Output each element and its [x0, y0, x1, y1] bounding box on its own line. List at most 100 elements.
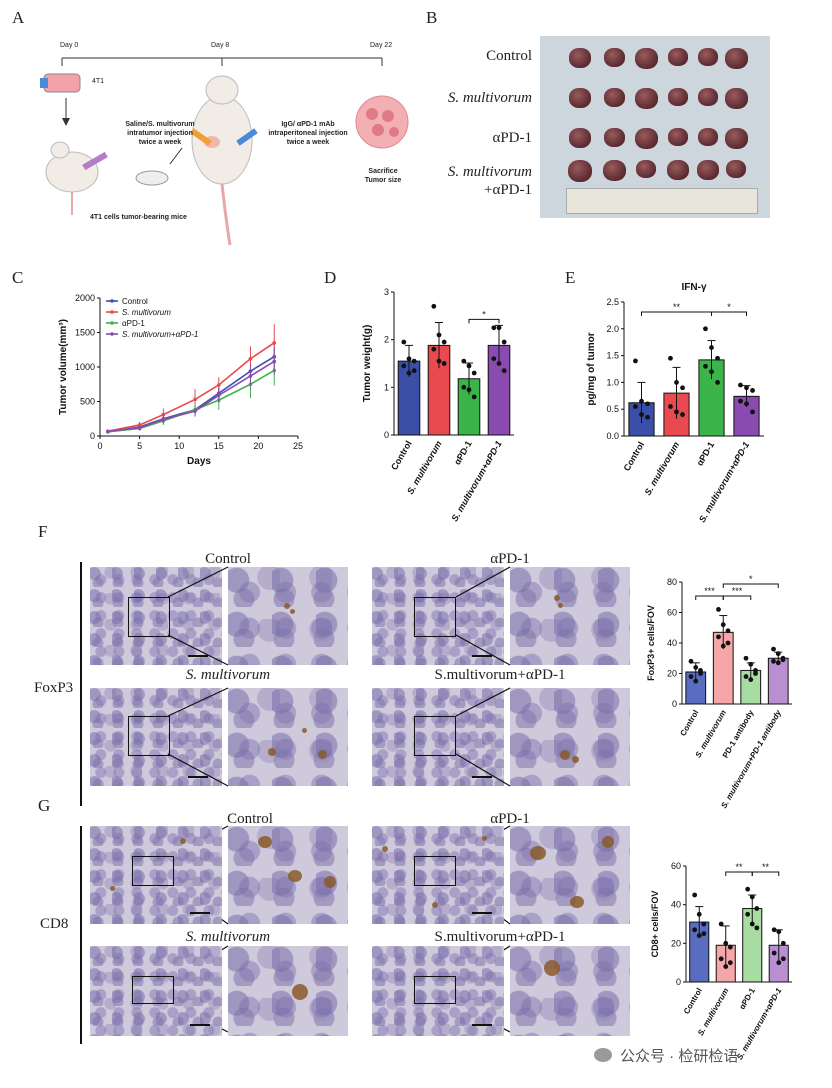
- category-label: αPD-1: [695, 440, 717, 468]
- data-point: [780, 657, 786, 663]
- title-apd1: αPD-1: [490, 551, 530, 567]
- y-axis-label: pg/mg of tumor: [586, 332, 597, 405]
- sacrifice-text: Sacrifice Tumor size: [364, 168, 402, 184]
- tumor-sample: [603, 128, 625, 147]
- data-point: [161, 417, 166, 422]
- data-point: [496, 325, 502, 331]
- panel-label-c: C: [12, 268, 24, 287]
- histology-zoom-image: [228, 567, 348, 665]
- y-axis-label: Tumor weight(g): [362, 325, 373, 403]
- data-point: [718, 956, 724, 962]
- tumor-sample: [668, 88, 688, 106]
- histology-image: [90, 826, 222, 924]
- data-point: [748, 661, 754, 667]
- data-point: [693, 665, 699, 670]
- data-point: [709, 345, 714, 350]
- data-point: [688, 674, 694, 679]
- series-line: [107, 342, 275, 432]
- data-point: [723, 964, 729, 969]
- data-point: [692, 927, 698, 933]
- data-point: [749, 894, 755, 900]
- significance-label: **: [735, 862, 743, 872]
- chart-title: IFN-γ: [682, 282, 707, 293]
- y-axis-label: FoxP3+ cells/FOV: [646, 605, 656, 681]
- tumor-sample: [602, 160, 626, 181]
- x-tick-label: 10: [174, 441, 184, 451]
- tumor-sample: [569, 48, 591, 68]
- y-tick-label: 20: [671, 938, 681, 948]
- significance-bracket: [722, 583, 779, 588]
- marker-foxp3: FoxP3: [34, 680, 74, 696]
- histology-zoom-image: [510, 946, 630, 1036]
- syringe-icon: [82, 151, 108, 171]
- data-point: [727, 944, 733, 950]
- category-label: Control: [682, 987, 704, 1016]
- x-tick-label: 15: [214, 441, 224, 451]
- histology-image: [372, 688, 504, 786]
- x-tick-label: 0: [97, 441, 102, 451]
- legend-entry: αPD-1: [122, 319, 145, 328]
- row-label-apd1: αPD-1: [492, 130, 532, 146]
- y-tick-label: 3: [384, 287, 389, 297]
- y-tick-label: 0: [384, 430, 389, 440]
- data-point: [750, 409, 755, 415]
- data-point: [725, 640, 731, 646]
- title-apd1: αPD-1: [490, 811, 530, 827]
- series-line: [107, 355, 275, 433]
- data-point: [411, 368, 417, 374]
- data-point: [639, 398, 644, 404]
- y-tick-label: 2: [384, 335, 389, 345]
- data-point: [692, 892, 698, 898]
- panel-label-e: E: [565, 268, 576, 287]
- significance-bracket: [468, 318, 500, 324]
- watermark: 公众号 · 检研检语: [594, 1042, 824, 1068]
- y-tick-label: 1.0: [606, 377, 619, 387]
- mice-caption: 4T1 cells tumor-bearing mice: [90, 214, 187, 221]
- data-point: [727, 960, 733, 966]
- data-point: [137, 423, 142, 427]
- category-label: Control: [622, 440, 647, 473]
- significance-bracket: [695, 595, 724, 600]
- data-point: [771, 646, 776, 652]
- significance-label: **: [762, 862, 770, 872]
- data-point: [193, 409, 197, 413]
- day22-label: Day 22: [370, 42, 393, 49]
- histology-image: [90, 567, 222, 665]
- y-tick-label: 2.5: [606, 297, 619, 307]
- histology-zoom-image: [228, 826, 348, 924]
- data-point: [466, 363, 472, 369]
- significance-bracket: [751, 871, 780, 876]
- data-point: [748, 677, 754, 682]
- y-tick-label: 40: [671, 900, 681, 910]
- data-point: [680, 385, 685, 391]
- data-point: [771, 658, 776, 664]
- y-tick-label: 0.0: [606, 431, 619, 441]
- significance-bracket: [641, 311, 712, 316]
- y-tick-label: 20: [667, 669, 677, 679]
- data-point: [436, 332, 442, 338]
- syringe-icon: [190, 128, 212, 146]
- data-point: [701, 931, 707, 937]
- data-point: [776, 960, 782, 966]
- tumor-sample: [697, 160, 719, 180]
- marker-cd8: CD8: [40, 916, 69, 932]
- data-point: [633, 358, 638, 364]
- data-point: [431, 346, 437, 352]
- data-point: [431, 303, 437, 309]
- data-point: [496, 361, 502, 366]
- significance-label: *: [482, 309, 486, 319]
- y-tick-label: 0: [672, 699, 677, 709]
- data-point: [693, 678, 699, 684]
- row-label-smulti: S. multivorum: [447, 90, 532, 106]
- significance-label: ***: [732, 586, 743, 596]
- tumor-sample: [568, 160, 592, 182]
- y-axis-label: CD8+ cells/FOV: [650, 891, 660, 958]
- legend-marker: [110, 321, 114, 325]
- y-tick-label: 500: [80, 397, 95, 407]
- data-point: [461, 384, 467, 390]
- y-tick-label: 60: [671, 861, 681, 871]
- histology-image: [372, 946, 504, 1036]
- tumor-sample: [636, 160, 656, 178]
- data-point: [668, 404, 673, 409]
- data-point: [217, 383, 221, 387]
